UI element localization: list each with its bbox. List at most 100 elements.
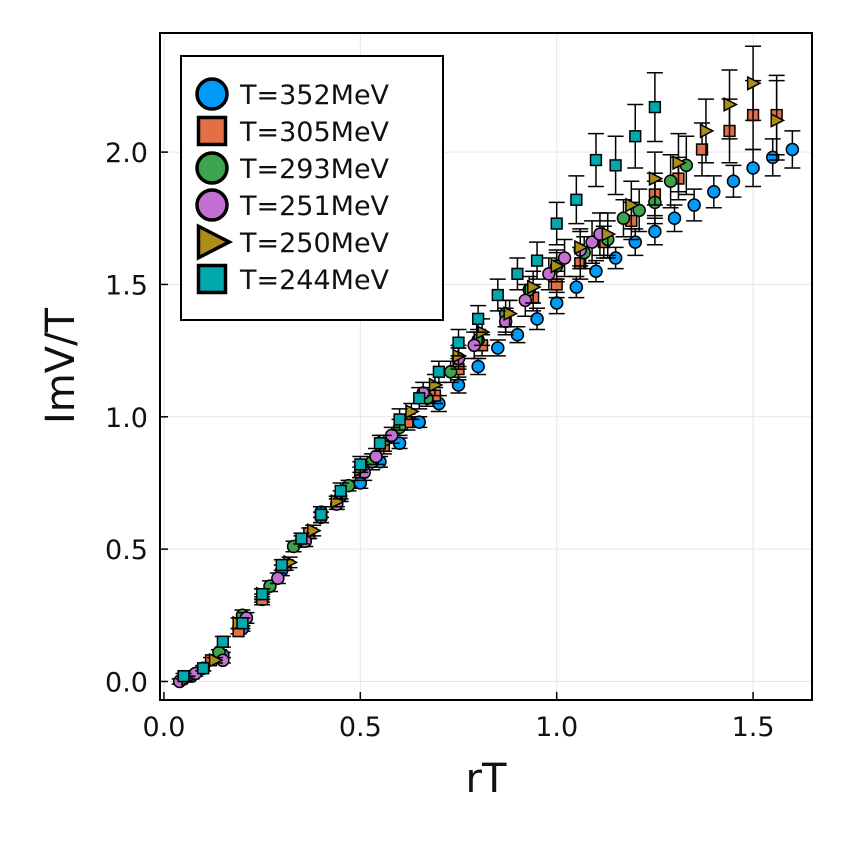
data-point <box>471 312 485 326</box>
legend-item: T=293MeV <box>195 151 390 185</box>
data-point <box>432 365 446 378</box>
data-point <box>785 142 800 157</box>
data-point <box>491 341 505 355</box>
legend-label: T=244MeV <box>239 265 390 296</box>
legend: T=352MeV T=305MeV T=293MeV T=251MeV T=250MeV… <box>180 55 444 321</box>
data-point <box>574 239 589 255</box>
data-point <box>275 558 288 572</box>
legend-marker <box>196 115 228 147</box>
data-point <box>412 415 426 429</box>
data-point <box>667 211 682 226</box>
data-point <box>307 523 322 539</box>
data-point <box>491 288 504 302</box>
x-tick-label: 1.0 <box>535 712 578 743</box>
data-point <box>354 458 367 471</box>
data-point <box>699 123 715 139</box>
data-point <box>216 635 229 648</box>
data-point <box>687 198 701 212</box>
x-axis-label: rT <box>466 756 507 802</box>
legend-label: T=251MeV <box>239 191 390 222</box>
data-point <box>746 75 762 91</box>
data-point <box>648 100 662 114</box>
data-point <box>625 197 640 213</box>
y-tick-label: 2.0 <box>105 138 148 169</box>
data-point <box>503 306 519 322</box>
data-point <box>609 159 622 172</box>
data-point <box>648 224 662 239</box>
data-point <box>511 267 524 281</box>
data-point <box>726 174 741 188</box>
data-point <box>616 211 631 226</box>
data-point <box>271 571 285 585</box>
data-point <box>648 171 664 187</box>
legend-item: T=305MeV <box>196 115 390 148</box>
data-point <box>585 235 599 249</box>
data-point <box>471 359 485 374</box>
data-point <box>550 217 563 230</box>
data-point <box>672 155 688 171</box>
x-tick-label: 1.5 <box>732 712 775 743</box>
legend-item: T=244MeV <box>196 263 390 296</box>
data-point <box>569 280 584 294</box>
data-point <box>255 587 269 601</box>
plot-frame <box>159 32 813 701</box>
legend-marker <box>195 188 229 222</box>
data-point <box>663 174 678 188</box>
data-point <box>526 279 542 295</box>
data-point <box>570 193 583 206</box>
data-point <box>295 532 308 545</box>
data-point <box>208 652 224 668</box>
data-point <box>369 449 383 464</box>
legend-label: T=305MeV <box>239 117 390 148</box>
legend-label: T=293MeV <box>239 154 390 185</box>
legend-item: T=251MeV <box>195 188 390 222</box>
data-point <box>723 96 739 112</box>
data-point <box>632 203 646 218</box>
series-5 <box>175 71 663 683</box>
legend-marker <box>196 223 234 261</box>
data-point <box>177 670 190 683</box>
legend-item: T=352MeV <box>195 77 390 111</box>
y-tick-label: 0.0 <box>105 667 148 698</box>
data-point <box>530 312 544 326</box>
legend-label: T=250MeV <box>239 228 390 259</box>
legend-item: T=250MeV <box>196 223 390 261</box>
data-point <box>695 143 709 156</box>
data-point <box>197 662 210 675</box>
data-point <box>393 413 406 426</box>
y-axis-label: ImV/T <box>38 307 84 424</box>
legend-label: T=352MeV <box>239 80 390 111</box>
data-point <box>518 293 533 308</box>
y-tick-label: 1.0 <box>105 403 148 434</box>
tick-layer: 0.0 0.5 1.0 1.5 0.0 0.5 1.0 1.5 2.0 <box>105 138 775 743</box>
x-tick-label: 0.5 <box>339 712 382 743</box>
data-point <box>314 508 328 521</box>
data-point <box>770 112 786 128</box>
y-tick-label: 0.5 <box>105 535 148 566</box>
data-point <box>589 153 603 167</box>
legend-marker <box>195 77 229 111</box>
data-point <box>236 617 249 630</box>
data-point <box>373 437 387 450</box>
data-point <box>334 484 347 498</box>
data-layer <box>171 45 801 689</box>
data-point <box>443 365 458 379</box>
data-point <box>451 378 466 392</box>
data-point <box>452 336 465 349</box>
data-point <box>550 258 566 274</box>
y-tick-label: 1.5 <box>105 270 148 301</box>
data-point <box>589 264 603 278</box>
data-point <box>530 254 544 267</box>
data-point <box>707 185 721 199</box>
data-point <box>557 251 572 265</box>
data-point <box>413 392 426 405</box>
data-point <box>549 296 564 310</box>
data-point <box>601 226 617 242</box>
x-tick-label: 0.0 <box>142 712 185 743</box>
legend-marker <box>196 263 228 295</box>
legend-marker <box>195 151 229 185</box>
data-point <box>746 161 760 175</box>
data-point <box>629 130 642 143</box>
